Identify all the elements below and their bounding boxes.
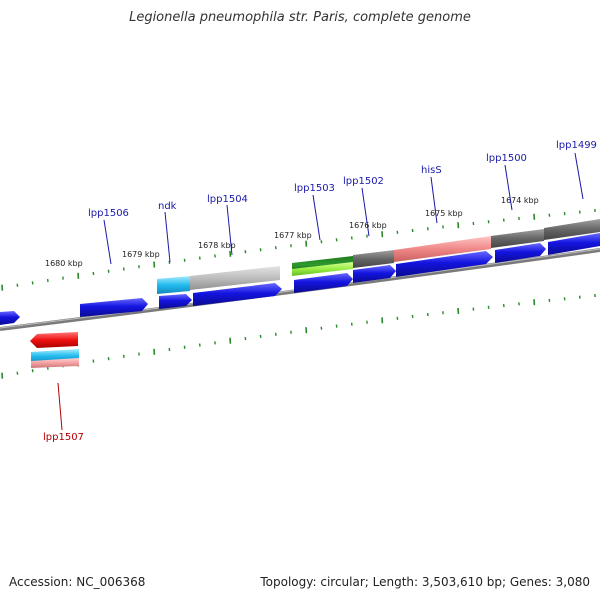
kbp-label-1674: 1674 kbp [501, 196, 539, 205]
feature-lpp1502-band[interactable] [353, 250, 394, 268]
accession-text: Accession: NC_006368 [9, 575, 146, 589]
leader-line-ndk [164, 211, 171, 263]
gene-label-lpp1504[interactable]: lpp1504 [207, 194, 248, 205]
feature-lpp1500-band[interactable] [491, 229, 544, 248]
cds-arrow-left-edge[interactable] [0, 311, 20, 325]
leader-line-lpp1500 [504, 164, 513, 211]
map-title: Legionella pneumophila str. Paris, compl… [129, 10, 471, 25]
feature-ndk-band[interactable] [157, 276, 190, 294]
kbp-tick-row-upper [1, 208, 596, 291]
feature-lpp1503-band-lightgreen[interactable] [292, 262, 353, 276]
cds-arrow-lpp1503[interactable] [294, 273, 353, 293]
kbp-label-1679: 1679 kbp [122, 250, 160, 259]
gene-label-lpp1499[interactable]: lpp1499 [556, 140, 597, 151]
cds-arrow-lpp1499[interactable] [548, 233, 600, 255]
gene-label-lpp1507[interactable]: lpp1507 [43, 432, 84, 443]
gene-label-lpp1506[interactable]: lpp1506 [88, 208, 129, 219]
genome-summary-text: Topology: circular; Length: 3,503,610 bp… [260, 575, 590, 589]
leader-line-lpp1506 [103, 219, 112, 265]
kbp-label-1678: 1678 kbp [198, 241, 236, 250]
feature-lpp1499-band[interactable] [544, 219, 600, 240]
gene-label-lpp1500[interactable]: lpp1500 [486, 153, 527, 164]
feature-lpp1507-band-pink[interactable] [31, 358, 79, 368]
gene-label-lpp1502[interactable]: lpp1502 [343, 176, 384, 187]
leader-line-lpp1507 [57, 382, 63, 431]
leader-line-lpp1499 [574, 152, 584, 200]
cds-arrow-lpp1504[interactable] [193, 283, 282, 306]
gene-label-hisS[interactable]: hisS [421, 165, 442, 176]
gene-label-ndk[interactable]: ndk [158, 201, 177, 212]
leader-line-lpp1503 [312, 194, 321, 241]
cds-arrow-lpp1500[interactable] [495, 243, 546, 263]
cds-arrow-hisS[interactable] [396, 251, 493, 277]
kbp-label-1677: 1677 kbp [274, 231, 312, 240]
kbp-label-1680: 1680 kbp [45, 259, 83, 268]
leader-line-hisS [430, 176, 438, 224]
leader-line-lpp1504 [226, 204, 233, 256]
cds-arrow-lpp1506[interactable] [80, 298, 148, 317]
feature-hisS-band[interactable] [394, 236, 491, 262]
kbp-label-1675: 1675 kbp [425, 209, 463, 218]
cds-arrow-ndk[interactable] [159, 294, 192, 309]
leader-line-lpp1502 [361, 187, 370, 237]
feature-lpp1504-band[interactable] [190, 266, 280, 290]
cds-arrow-lpp1507-reverse[interactable] [30, 332, 78, 348]
gene-label-lpp1503[interactable]: lpp1503 [294, 183, 335, 194]
cds-arrow-lpp1502[interactable] [353, 265, 396, 283]
